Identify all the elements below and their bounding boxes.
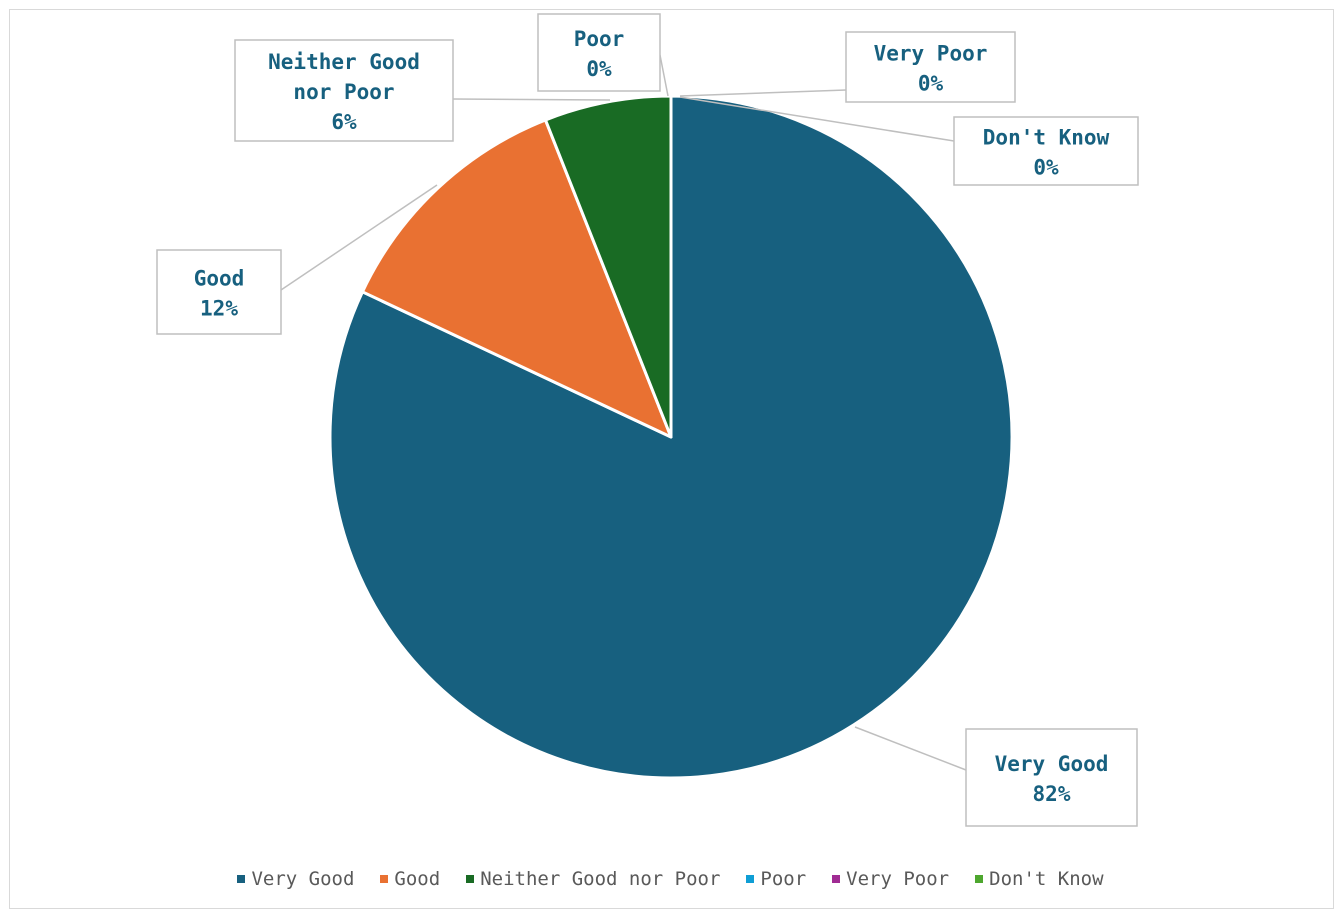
leader-lines bbox=[280, 54, 967, 771]
pie-slice-good bbox=[360, 118, 673, 439]
legend-item-don-t-know: Don't Know bbox=[975, 868, 1104, 890]
leader-line-neither-good-nor-poor bbox=[452, 98, 611, 101]
data-label-box bbox=[953, 116, 1139, 186]
data-label-box bbox=[537, 13, 661, 92]
data-label-category: Very Good bbox=[995, 752, 1109, 776]
legend-label: Neither Good nor Poor bbox=[480, 868, 721, 890]
data-label-category: Neither Good bbox=[268, 50, 420, 74]
pie-slices bbox=[328, 94, 1014, 780]
data-labels: Very Good 82% Good 12% Neither Good nor Poor 6… bbox=[156, 13, 1139, 827]
data-label-value: 0% bbox=[1033, 155, 1059, 179]
data-label-very-good: Very Good 82% bbox=[965, 728, 1138, 827]
legend-item-good: Good bbox=[380, 868, 440, 890]
legend-swatch bbox=[975, 875, 984, 883]
data-label-category: Very Poor bbox=[874, 41, 988, 65]
legend-item-very-good: Very Good bbox=[237, 868, 354, 890]
data-label-box bbox=[845, 31, 1016, 103]
legend-label: Poor bbox=[760, 868, 807, 890]
data-label-value: 0% bbox=[586, 57, 612, 81]
data-label-poor: Poor 0% bbox=[537, 13, 661, 92]
data-label-box bbox=[965, 728, 1138, 827]
legend-swatch bbox=[466, 875, 475, 883]
leader-line-don-t-know bbox=[679, 96, 955, 142]
data-label-neither-good-nor-poor: Neither Good nor Poor 6% bbox=[234, 39, 454, 142]
data-label-category: nor Poor bbox=[293, 80, 394, 104]
legend-swatch bbox=[832, 875, 841, 883]
legend: Very Good Good Neither Good nor Poor Poor Ve… bbox=[0, 868, 1341, 890]
data-label-good: Good 12% bbox=[156, 249, 282, 335]
legend-label: Good bbox=[394, 868, 441, 890]
legend-swatch bbox=[746, 875, 755, 883]
legend-item-neither-good-nor-poor: Neither Good nor Poor bbox=[466, 868, 720, 890]
pie-slice-neither-good-nor-poor bbox=[543, 94, 673, 439]
legend-swatch bbox=[237, 875, 246, 883]
data-label-category: Good bbox=[194, 266, 245, 290]
leader-line-poor bbox=[659, 54, 669, 97]
data-label-value: 82% bbox=[1033, 782, 1071, 806]
data-label-don-t-know: Don't Know 0% bbox=[953, 116, 1139, 186]
legend-label: Don't Know bbox=[989, 868, 1104, 890]
data-label-box bbox=[234, 39, 454, 142]
legend-label: Very Poor bbox=[846, 868, 950, 890]
legend-swatch bbox=[380, 875, 389, 883]
leader-line-good bbox=[280, 184, 438, 291]
data-label-value: 12% bbox=[200, 296, 238, 320]
leader-line-very-poor bbox=[679, 89, 847, 97]
legend-label: Very Good bbox=[251, 868, 355, 890]
legend-item-very-poor: Very Poor bbox=[832, 868, 949, 890]
data-label-value: 0% bbox=[918, 71, 944, 95]
data-label-box bbox=[156, 249, 282, 335]
data-label-value: 6% bbox=[331, 110, 357, 134]
data-label-category: Poor bbox=[574, 27, 625, 51]
data-label-very-poor: Very Poor 0% bbox=[845, 31, 1016, 103]
leader-line-very-good bbox=[854, 726, 967, 771]
legend-item-poor: Poor bbox=[746, 868, 806, 890]
data-label-category: Don't Know bbox=[983, 125, 1110, 149]
